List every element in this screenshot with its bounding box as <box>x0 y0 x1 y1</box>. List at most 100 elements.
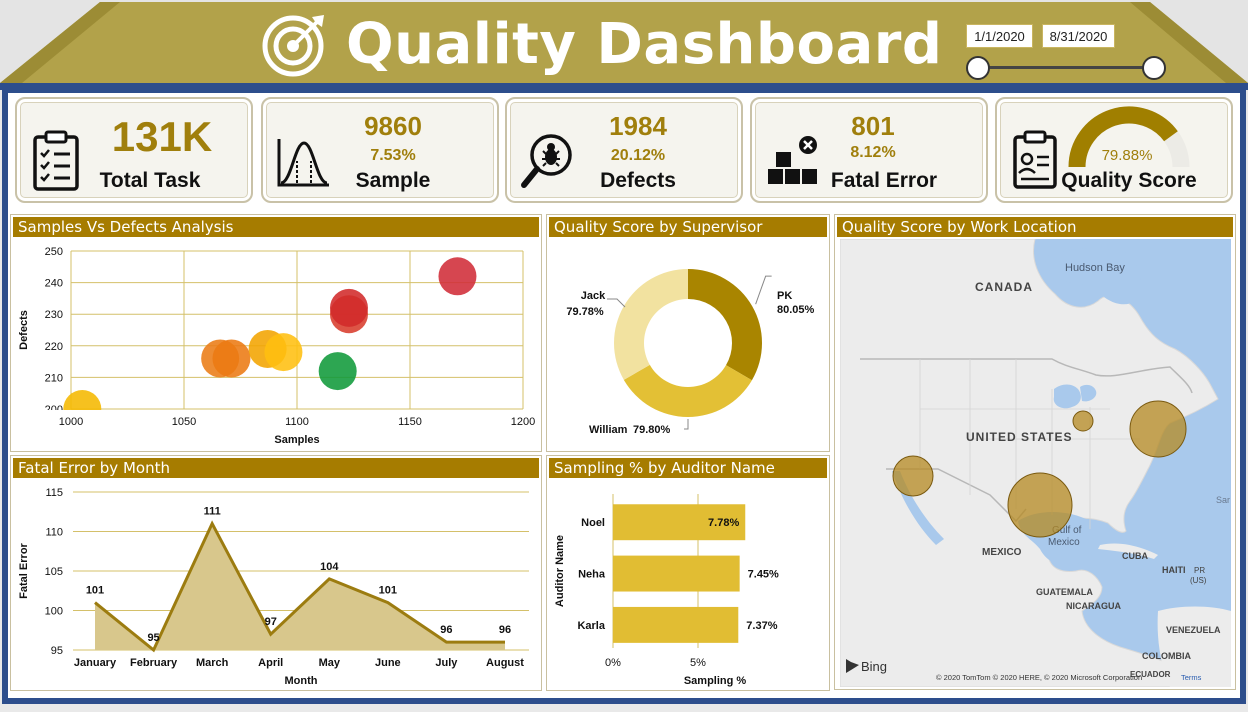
fatal-error-chart: 95 100 105 110 115 101 95 111 97 104 101 96 96 Januar… <box>18 487 529 687</box>
header-banner <box>0 0 1248 90</box>
map-bubble-west[interactable] <box>892 455 934 497</box>
scatter-y-tick: 210 <box>45 372 63 384</box>
area-data-label: 97 <box>265 616 277 628</box>
fatal-error-title: Fatal Error by Month <box>13 458 539 478</box>
bar-noel <box>613 504 746 541</box>
bing-logo: Bing <box>846 659 887 674</box>
map-label-venezuela: VENEZUELA <box>1166 625 1221 635</box>
map-us-border <box>860 358 1193 394</box>
donut-label-jack-name: Jack <box>581 290 606 302</box>
boxes-error-icon <box>768 136 817 184</box>
total-task-value: 131K <box>111 113 213 160</box>
date-slider-start-handle[interactable] <box>966 56 990 80</box>
area-line <box>94 520 505 653</box>
scorecard-icon <box>1013 130 1057 189</box>
scatter-x-tick-label: 1000 <box>59 416 83 428</box>
kpi-sample[interactable]: 9860 7.53% Sample <box>261 97 499 203</box>
sample-pct: 7.53% <box>370 147 416 164</box>
kpi-total-task[interactable]: 131K Total Task <box>15 97 253 203</box>
sampling-chart: Noel 7.78% Neha 7.45% Karla 7.37% 0% 5% Sampling… <box>554 494 779 687</box>
area-x-tick: February <box>130 657 178 669</box>
donut-chart: PK 80.05% William 79.80% Jack 79.78% <box>566 269 815 436</box>
map-label-guatemala: GUATEMALA <box>1036 587 1093 597</box>
map-label-us: UNITED STATES <box>966 430 1073 444</box>
map-terms-link[interactable]: Terms <box>1181 673 1202 682</box>
sample-value: 9860 <box>364 111 422 141</box>
map-north-america-land <box>840 239 1219 687</box>
scatter-chart: 1000105011001150120020021022023024025010… <box>11 246 541 450</box>
bar-karla <box>613 606 739 643</box>
defects-pct: 20.12% <box>610 147 666 164</box>
map-label-ecuador: ECUADOR <box>1130 670 1171 679</box>
total-task-label: Total Task <box>99 169 201 192</box>
scatter-point <box>329 288 368 327</box>
map-state-lines <box>919 359 1140 529</box>
scatter-x-tick-label: 1100 <box>285 416 309 428</box>
map-label-canada: CANADA <box>975 280 1033 294</box>
area-x-axis-label: Month <box>285 675 318 687</box>
bar-value-label: 7.45% <box>748 569 779 581</box>
area-x-tick: May <box>319 657 341 669</box>
donut-label-pk-name: PK <box>777 290 792 302</box>
start-date-input[interactable]: 1/1/2020 <box>966 24 1033 48</box>
target-icon <box>262 15 324 77</box>
area-x-tick: April <box>258 657 283 669</box>
scatter-y-tick: 250 <box>45 246 63 258</box>
area-data-label: 104 <box>320 561 339 573</box>
kpi-quality-score[interactable]: 79.88% Quality Score <box>995 97 1233 203</box>
area-y-axis-label: Fatal Error <box>18 542 30 598</box>
scatter-y-axis-label: Defects <box>18 310 30 350</box>
sampling-title: Sampling % by Auditor Name <box>549 458 827 478</box>
date-range-slider-track[interactable] <box>978 66 1154 69</box>
donut-label-william-name: William <box>589 424 628 436</box>
defects-value: 1984 <box>609 111 667 141</box>
bar-category-label: Karla <box>577 620 605 632</box>
map-label-cuba: CUBA <box>1122 551 1148 561</box>
donut-label-william-value: 79.80% <box>633 424 671 436</box>
kpi-defects[interactable]: 1984 20.12% Defects <box>505 97 743 203</box>
bar-neha <box>613 555 740 592</box>
area-y-tick: 95 <box>51 645 63 657</box>
map-copyright: © 2020 TomTom © 2020 HERE, © 2020 Micros… <box>936 673 1142 682</box>
map-label-pr2: (US) <box>1190 576 1207 585</box>
fatal-error-pct: 8.12% <box>850 144 896 161</box>
scatter-clip-mask <box>11 410 541 450</box>
kpi-fatal-error[interactable]: 801 8.12% Fatal Error <box>750 97 988 203</box>
fatal-error-panel: Fatal Error by Month 95 100 105 110 115 101 95… <box>10 455 542 691</box>
map-label-nicaragua: NICARAGUA <box>1066 601 1121 611</box>
map-bubble-midwest[interactable] <box>1072 410 1094 432</box>
donut-slice-pk <box>688 269 762 381</box>
bar-value-label: 7.37% <box>746 620 777 632</box>
gauge-fill <box>1068 106 1178 168</box>
scatter-y-tick: 220 <box>45 341 63 353</box>
bar-value-label: 7.78% <box>708 517 739 529</box>
area-x-tick: June <box>375 657 401 669</box>
area-data-label: 95 <box>147 632 159 644</box>
scatter-x-tick-label: 1200 <box>511 416 535 428</box>
map-label-gulf2: Mexico <box>1048 537 1080 548</box>
quality-score-pct: 79.88% <box>1101 147 1153 164</box>
map-panel: Quality Score by Work Location CANADA Hu… <box>834 214 1236 690</box>
area-data-label: 96 <box>499 624 511 636</box>
bing-label: Bing <box>861 659 887 674</box>
end-date-input[interactable]: 8/31/2020 <box>1042 24 1115 48</box>
area-x-tick: January <box>74 657 117 669</box>
defects-label: Defects <box>600 169 676 192</box>
map-label-hudson: Hudson Bay <box>1065 262 1125 274</box>
map-bubble-texas[interactable] <box>1007 472 1073 538</box>
scatter-point <box>212 339 251 378</box>
map-label-mexico: MEXICO <box>982 547 1022 558</box>
quality-score-label: Quality Score <box>1061 169 1197 192</box>
map-bubble-east[interactable] <box>1129 400 1187 458</box>
map-title: Quality Score by Work Location <box>837 217 1233 237</box>
header-title-group: Quality Dashboard <box>262 6 942 82</box>
date-slider-end-handle[interactable] <box>1142 56 1166 80</box>
map-label-colombia: COLOMBIA <box>1142 651 1191 661</box>
map-label-gulf: Gulf of <box>1052 525 1082 536</box>
scatter-y-tick: 230 <box>45 309 63 321</box>
area-x-tick: August <box>486 657 524 669</box>
map-view[interactable]: CANADA Hudson Bay UNITED STATES MEXICO G… <box>840 239 1231 687</box>
donut-leader-jack <box>607 298 626 308</box>
bar-x-axis-label: Sampling % <box>684 675 747 687</box>
